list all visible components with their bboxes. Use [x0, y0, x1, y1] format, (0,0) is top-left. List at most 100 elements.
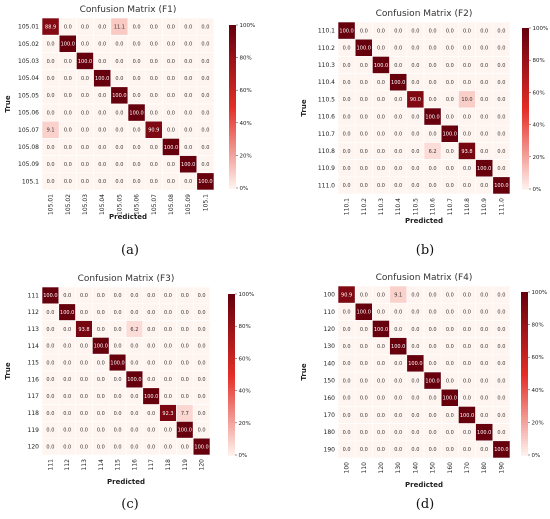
colorbar-tick-label: 60%	[239, 356, 251, 362]
cell-value-label: 0.0	[80, 444, 88, 450]
cell-value-label: 0.0	[150, 145, 158, 151]
colorbar-segment	[521, 370, 528, 375]
colorbar-segment	[522, 73, 529, 77]
cell-value-label: 0.0	[198, 411, 206, 417]
colorbar-segment	[229, 90, 236, 94]
cell-value-label: 0.0	[201, 42, 209, 48]
x-tick-label: 130	[395, 462, 402, 474]
colorbar-segment	[521, 384, 528, 388]
colorbar-segment	[521, 406, 528, 410]
cell-value-label: 0.0	[446, 413, 454, 419]
x-tick-label: 110.6	[430, 198, 437, 215]
cell-value-label: 100.0	[144, 394, 158, 400]
cell-value-label: 0.0	[360, 378, 368, 384]
colorbar-segment	[522, 49, 529, 53]
y-tick-label: 112	[28, 309, 40, 316]
colorbar-segment	[228, 395, 235, 400]
cell-value-label: 0.0	[360, 132, 368, 138]
cell-value-label: 100.0	[357, 46, 371, 52]
cell-value-label: 0.0	[184, 24, 192, 30]
cell-value-label: 0.0	[164, 394, 172, 400]
cell-value-label: 0.0	[201, 76, 209, 82]
colorbar-segment	[522, 60, 529, 64]
colorbar-segment	[522, 84, 529, 88]
cell-value-label: 0.0	[429, 292, 437, 298]
cell-value-label: 0.0	[181, 444, 189, 450]
colorbar-segment	[522, 113, 529, 118]
cell-value-label: 0.0	[81, 162, 89, 168]
cell-value-label: 0.0	[46, 377, 54, 383]
cell-value-label: 0.0	[446, 46, 454, 52]
colorbar-segment	[521, 430, 528, 434]
x-tick-label: 111	[47, 459, 54, 471]
y-tick-label: 105.05	[18, 92, 39, 99]
cell-value-label: 0.0	[497, 132, 505, 138]
cell-value-label: 88.9	[45, 24, 56, 30]
colorbar-segment	[229, 76, 236, 80]
colorbar-segment	[521, 444, 528, 448]
cell-value-label: 0.0	[97, 377, 105, 383]
cell-value-label: 0.0	[411, 132, 419, 138]
panel-label: (d)	[416, 497, 434, 512]
cell-value-label: 0.0	[98, 145, 106, 151]
colorbar-segment	[521, 335, 528, 339]
cell-value-label: 100.0	[194, 444, 208, 450]
cell-value-label: 0.0	[497, 378, 505, 384]
colorbar-segment	[522, 154, 529, 158]
colorbar-segment	[521, 357, 528, 361]
colorbar-segment	[228, 315, 235, 319]
cell-value-label: 100.0	[112, 93, 126, 99]
confusion-matrix-panel-2: Confusion Matrix (F2) 100.0 0.0 0.0 0.0 0.0 0.…	[300, 9, 548, 258]
x-axis-label: Predicted	[107, 478, 145, 486]
colorbar-segment	[229, 111, 236, 116]
cell-value-label: 0.0	[343, 447, 351, 453]
colorbar-segment	[522, 111, 529, 115]
x-tick-label: 105.04	[99, 194, 106, 215]
cell-value-label: 0.0	[377, 132, 385, 138]
cell-value-label: 0.0	[411, 310, 419, 316]
cell-value-label: 93.8	[78, 327, 89, 333]
cell-value-label: 0.0	[98, 110, 106, 116]
colorbar-segment	[229, 54, 236, 59]
colorbar-segment	[521, 294, 528, 299]
colorbar-segment	[521, 422, 528, 426]
cell-value-label: 0.0	[394, 132, 402, 138]
colorbar: 0% 20% 40% 60% 80% 100%	[229, 23, 255, 192]
colorbar-segment	[522, 65, 529, 69]
colorbar-tick-label: 20%	[240, 153, 252, 159]
cell-value-label: 0.0	[343, 344, 351, 350]
cell-value-label: 0.0	[343, 430, 351, 436]
cell-value-label: 0.0	[147, 444, 155, 450]
cell-value-label: 0.0	[46, 444, 54, 450]
cell-value-label: 0.0	[360, 63, 368, 69]
cell-value-label: 0.0	[394, 97, 402, 103]
cell-value-label: 100.0	[129, 110, 143, 116]
cell-value-label: 0.0	[343, 114, 351, 120]
cell-value-label: 0.0	[164, 344, 172, 350]
cell-value-label: 0.0	[184, 93, 192, 99]
colorbar-segment	[229, 79, 236, 83]
cell-value-label: 0.0	[446, 292, 454, 298]
colorbar-segment	[521, 400, 528, 404]
cell-value-label: 0.0	[394, 310, 402, 316]
cell-value-label: 0.0	[343, 361, 351, 367]
x-tick-label: 118	[165, 459, 172, 471]
cell-value-label: 100.0	[339, 28, 353, 34]
confusion-matrix-panel-4: Confusion Matrix (F4) 90.9 0.0 0.0 9.1 0.0 0.0…	[300, 273, 547, 512]
colorbar-segment	[229, 68, 236, 72]
cell-value-label: 0.0	[429, 327, 437, 333]
cell-value-label: 100.0	[408, 361, 422, 367]
colorbar-segment	[522, 46, 529, 51]
colorbar-segment	[228, 385, 235, 389]
cell-value-label: 0.0	[64, 76, 72, 82]
cell-value-label: 0.0	[377, 166, 385, 172]
colorbar-segment	[228, 398, 235, 402]
cell-value-label: 0.0	[463, 292, 471, 298]
colorbar-segment	[228, 404, 235, 408]
cell-value-label: 0.0	[497, 114, 505, 120]
colorbar-segment	[521, 292, 528, 296]
x-tick-label: 112	[64, 459, 71, 471]
cell-value-label: 0.0	[64, 145, 72, 151]
colorbar-segment	[228, 366, 235, 370]
colorbar-segment	[229, 158, 236, 162]
